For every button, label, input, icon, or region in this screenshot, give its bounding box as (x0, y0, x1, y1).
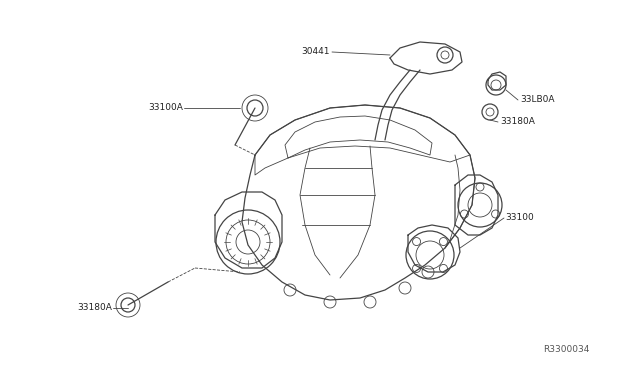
Text: 33180A: 33180A (500, 118, 535, 126)
Text: 33180A: 33180A (77, 304, 112, 312)
Text: 30441: 30441 (301, 48, 330, 57)
Text: 33100A: 33100A (148, 103, 183, 112)
Text: R3300034: R3300034 (543, 346, 590, 355)
Text: 33100: 33100 (505, 214, 534, 222)
Text: 33LB0A: 33LB0A (520, 96, 554, 105)
